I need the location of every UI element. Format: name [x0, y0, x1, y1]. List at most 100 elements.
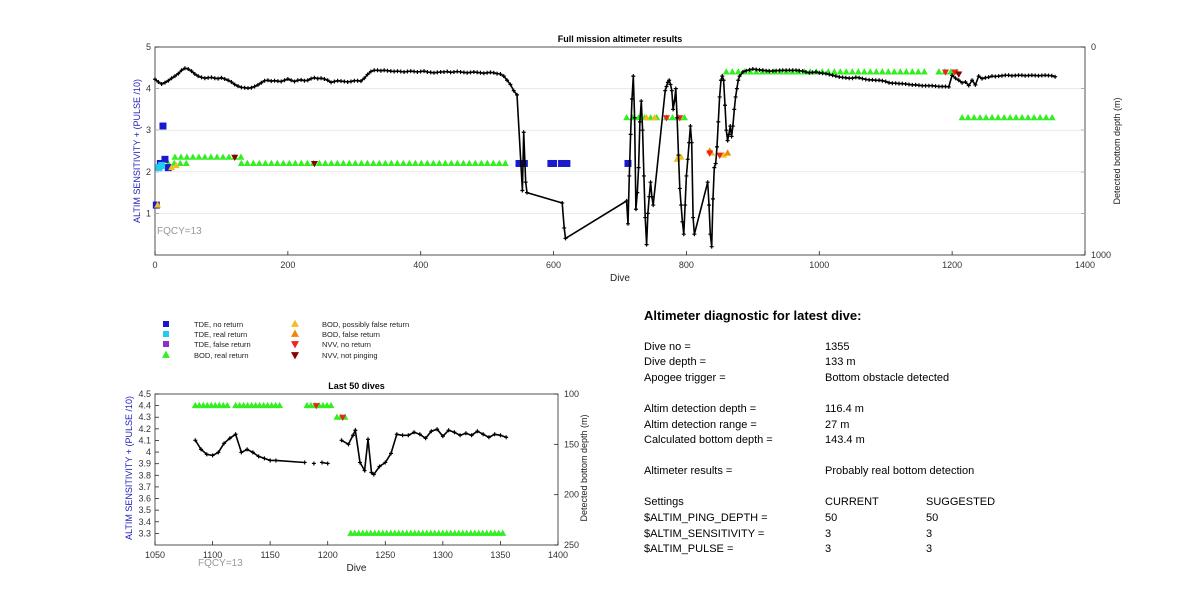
bod_real-marker	[854, 68, 862, 75]
bod_real-marker	[243, 159, 251, 166]
bod_possibly_false-marker	[651, 113, 659, 121]
full-bottom-depth-point	[631, 74, 636, 79]
bod_real-marker	[746, 68, 754, 75]
bod_real-marker	[884, 68, 892, 75]
full-bottom-depth-point	[833, 74, 838, 79]
full-fqcy-annotation: FQCY=13	[157, 226, 202, 237]
full-bottom-depth-point	[685, 157, 690, 162]
full-bottom-depth-point	[156, 79, 161, 84]
bod_possibly_false-marker	[154, 201, 162, 208]
last50-bottom-depth-point	[239, 450, 244, 455]
tde_real-marker	[158, 162, 166, 170]
bod_real-marker	[261, 159, 269, 166]
full-bottom-depth-point	[252, 84, 257, 89]
bod_real-marker	[399, 159, 407, 166]
full-bottom-depth-point	[830, 73, 835, 78]
full-bottom-depth-point	[880, 78, 885, 83]
nvv_not_pinging-marker	[310, 160, 318, 168]
last50-bottom-depth-point	[216, 450, 221, 455]
tde_no_return-marker	[159, 122, 167, 130]
full-y-tick-label: 4	[146, 84, 151, 94]
calculated-bottom-depth-label: Calculated bottom depth =	[644, 434, 773, 446]
full-bottom-depth-point	[973, 82, 978, 87]
bod_real-marker	[914, 68, 922, 75]
bod_real-marker	[836, 68, 844, 75]
bod_real-marker	[830, 68, 838, 75]
full-bottom-depth-point	[285, 77, 290, 82]
sensitivity-current: 3	[825, 528, 832, 540]
last50-bottom-depth-point	[319, 460, 324, 465]
bod_real-marker	[920, 68, 928, 75]
full-bottom-depth-point	[305, 78, 310, 83]
last50-bottom-depth-point	[429, 429, 434, 434]
suggested-column-header: SUGGESTED	[926, 496, 996, 508]
bod_real-marker	[219, 153, 227, 160]
full-bottom-depth-point	[523, 180, 528, 185]
full-bottom-depth-point	[515, 92, 520, 97]
bod_real-marker	[824, 68, 832, 75]
full-bottom-depth-point	[804, 69, 808, 74]
bod_real-marker	[896, 68, 904, 75]
full-bottom-depth-point	[520, 188, 525, 193]
full-bottom-depth-point	[182, 66, 187, 71]
bod_real-marker	[182, 159, 190, 166]
nvv_no_return-marker	[339, 414, 347, 422]
legend-tde_false-label: TDE, false return	[194, 340, 251, 349]
bod_real-marker	[363, 159, 371, 166]
full-bottom-depth-point	[319, 76, 324, 81]
full-bottom-depth-point	[976, 74, 981, 79]
full-bottom-depth-point	[717, 94, 722, 99]
full-bottom-depth-point	[850, 76, 855, 81]
full-bottom-depth-point	[525, 190, 529, 195]
full-bottom-depth-point	[232, 82, 237, 87]
full-bottom-depth-point	[734, 86, 739, 91]
bod_real-marker	[345, 159, 353, 166]
last50-y-tick-label: 4.1	[138, 435, 151, 445]
bod_real-marker	[303, 159, 311, 166]
full-bottom-depth-point	[299, 77, 304, 82]
last50-bottom-depth-point	[435, 427, 440, 432]
full-bottom-depth-point	[639, 99, 644, 104]
full-x-tick-label: 1000	[809, 260, 829, 270]
full-y-tick-label: 1	[146, 208, 151, 218]
bod_real-marker	[848, 68, 856, 75]
last50-y-tick-label: 3.6	[138, 494, 151, 504]
full-y2-tick-label: 0	[1091, 42, 1096, 52]
bod_real-marker	[483, 159, 491, 166]
full-bottom-depth-point	[169, 76, 174, 81]
full-bottom-depth-point	[813, 69, 818, 74]
full-bottom-depth-point	[732, 107, 737, 112]
bod_real-marker	[499, 529, 507, 536]
last50-x-axis-label: Dive	[346, 563, 366, 574]
bod_real-marker	[477, 159, 485, 166]
full-x-tick-label: 600	[546, 260, 561, 270]
full-bottom-depth-point	[348, 79, 353, 84]
last50-bottom-depth-point	[492, 432, 497, 437]
last50-bottom-depth-point	[481, 432, 486, 437]
full-bottom-depth-point	[644, 242, 649, 247]
full-bottom-depth-point	[505, 78, 510, 83]
bod_false-marker	[724, 149, 732, 156]
nvv_not_pinging-marker	[231, 154, 239, 162]
bod_real-marker	[489, 159, 497, 166]
full-bottom-depth-point	[628, 132, 633, 137]
full-bottom-depth-point	[740, 69, 745, 74]
bod_real-marker	[225, 153, 233, 160]
full-bottom-depth-point	[679, 203, 684, 208]
apogee-trigger-label: Apogee trigger =	[644, 372, 726, 384]
last50-x-tick-label: 1400	[548, 550, 568, 560]
pulse-current: 3	[825, 543, 832, 555]
full-bottom-depth-point	[689, 140, 694, 145]
last50-x-tick-label: 1200	[318, 550, 338, 560]
full-bottom-depth-point	[498, 72, 503, 77]
full-bottom-depth-point	[629, 97, 634, 101]
full-bottom-depth-point	[491, 70, 496, 75]
last50-bottom-depth-point	[339, 438, 344, 443]
last50-bottom-depth-point	[440, 434, 445, 439]
full-bottom-depth-point	[511, 88, 516, 93]
full-bottom-depth-point	[422, 69, 427, 74]
legend-nvv_not_pinging-label: NVV, not pinging	[322, 351, 378, 360]
last50-title: Last 50 dives	[328, 381, 385, 391]
full-bottom-depth-point	[632, 115, 637, 120]
full-bottom-depth-point	[176, 71, 181, 76]
